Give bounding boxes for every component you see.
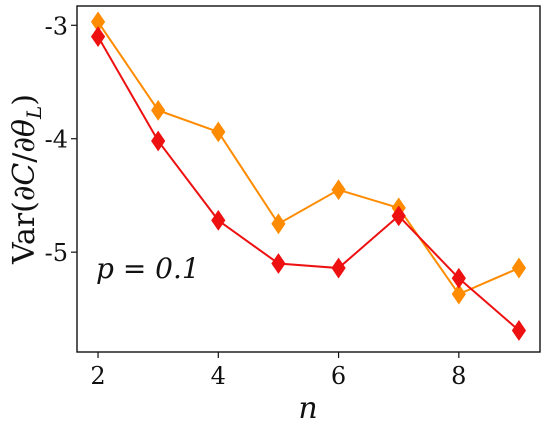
annotation-p-value: p = 0.1	[96, 252, 200, 285]
data-point-diamond	[511, 257, 527, 279]
y-tick-label: -4	[45, 126, 68, 154]
series-layer	[90, 11, 527, 341]
y-axis-label-close: )	[7, 94, 42, 106]
axis-ticks: 2 4 6 8 -3 -4 -5	[45, 12, 467, 390]
plot-frame	[76, 5, 541, 353]
y-axis-label-slash: /	[7, 152, 42, 163]
x-tick-label: 4	[211, 362, 226, 390]
data-point-diamond	[90, 26, 106, 48]
data-point-diamond	[271, 253, 286, 274]
y-tick-label: -5	[45, 239, 68, 267]
series-2	[90, 26, 527, 341]
series-line	[97, 36, 520, 332]
data-point-diamond	[511, 320, 527, 341]
x-tick-label: 6	[331, 362, 346, 390]
data-point-diamond	[151, 130, 166, 152]
y-axis-label: Var(∂C/∂θL)	[7, 94, 46, 265]
data-point-diamond	[211, 121, 226, 143]
data-point-diamond	[451, 267, 466, 289]
data-point-diamond	[211, 210, 226, 231]
data-point-diamond	[331, 257, 346, 279]
x-tick-label: 8	[451, 362, 466, 390]
data-point-diamond	[271, 213, 286, 235]
data-point-diamond	[451, 283, 466, 305]
data-point-diamond	[391, 205, 406, 227]
data-point-diamond	[331, 179, 346, 201]
y-tick-label: -3	[45, 12, 68, 40]
y-axis-label-partial-c: ∂C	[7, 163, 42, 202]
y-axis-label-partial-theta: ∂θ	[7, 119, 42, 153]
y-axis-label-subscript: L	[22, 106, 46, 120]
data-point-diamond	[151, 99, 166, 121]
x-axis-label: n	[298, 391, 317, 426]
series-line	[97, 21, 520, 296]
y-axis-label-var: Var(	[7, 201, 42, 265]
x-tick-label: 2	[90, 362, 105, 390]
